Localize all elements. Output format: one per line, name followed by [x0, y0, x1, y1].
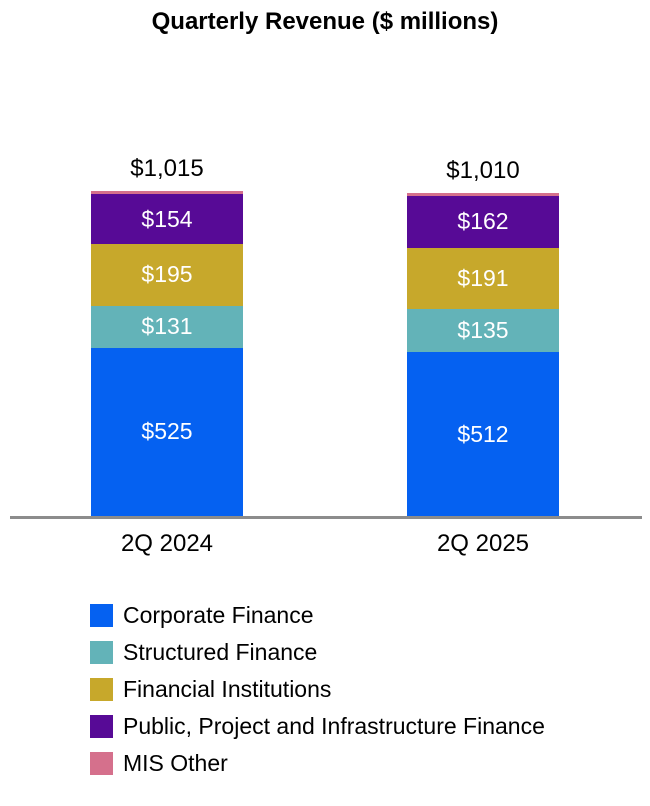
bar-segment-mis-other	[91, 191, 243, 195]
x-axis-category-label: 2Q 2025	[436, 530, 530, 557]
legend-swatch-icon	[90, 678, 113, 701]
segment-value-label: $191	[457, 264, 509, 291]
legend-label: Corporate Finance	[123, 602, 314, 628]
segment-value-label: $131	[141, 313, 193, 340]
segment-value-label: $162	[457, 208, 509, 235]
legend-label: Financial Institutions	[123, 676, 332, 702]
legend-swatch-icon	[90, 752, 113, 775]
legend-item-mis-other: MIS Other	[90, 750, 545, 776]
stacked-bar-2q-2025: $162 $191 $135 $512	[407, 192, 559, 516]
legend-item-financial-institutions: Financial Institutions	[90, 676, 545, 702]
bar-segment-structured-finance: $135	[407, 308, 559, 353]
segment-value-label: $525	[141, 418, 193, 445]
legend: Corporate Finance Structured Finance Finan…	[90, 602, 545, 776]
bar-segment-financial-institutions: $191	[407, 247, 559, 309]
bar-total-label: $1,015	[130, 155, 204, 183]
legend-item-structured-finance: Structured Finance	[90, 639, 545, 665]
legend-label: Public, Project and Infrastructure Finan…	[123, 713, 545, 739]
segment-value-label: $512	[457, 420, 509, 447]
stacked-bar-2q-2024: $154 $195 $131 $525	[91, 191, 243, 516]
legend-item-corporate-finance: Corporate Finance	[90, 602, 545, 628]
bar-segment-public-project-and-infrastructure-finance: $154	[91, 194, 243, 244]
bar-segment-corporate-finance: $512	[407, 352, 559, 516]
chart-title: Quarterly Revenue ($ millions)	[151, 8, 499, 35]
legend-swatch-icon	[90, 641, 113, 664]
legend-item-public-project-and-infrastructure-finance: Public, Project and Infrastructure Finan…	[90, 713, 545, 739]
bar-total-label: $1,010	[446, 156, 520, 184]
bar-segment-mis-other	[407, 192, 559, 196]
segment-value-label: $135	[457, 317, 509, 344]
legend-swatch-icon	[90, 604, 113, 627]
segment-value-label: $195	[141, 261, 193, 288]
x-axis-category-label: 2Q 2024	[120, 530, 214, 557]
bar-segment-public-project-and-infrastructure-finance: $162	[407, 195, 559, 248]
legend-label: Structured Finance	[123, 639, 318, 665]
bar-segment-financial-institutions: $195	[91, 243, 243, 307]
bar-segment-corporate-finance: $525	[91, 347, 243, 516]
bar-segment-structured-finance: $131	[91, 306, 243, 348]
legend-label: MIS Other	[123, 750, 228, 776]
legend-swatch-icon	[90, 715, 113, 738]
x-axis-line	[10, 516, 642, 519]
segment-value-label: $154	[141, 205, 193, 232]
